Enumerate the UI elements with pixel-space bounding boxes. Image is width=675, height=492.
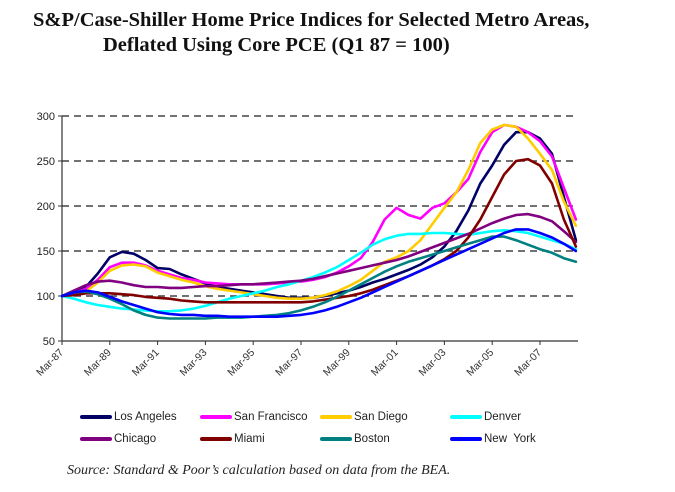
- legend-item-san-francisco: San Francisco: [200, 411, 308, 423]
- legend-swatch: [200, 437, 232, 441]
- series-line-boston: [60, 235, 578, 320]
- legend-item-los-angeles: Los Angeles: [80, 411, 177, 423]
- series-line-san-francisco: [60, 123, 578, 298]
- legend-swatch: [320, 415, 352, 419]
- legend-label: Los Angeles: [114, 411, 177, 423]
- x-tick-label: Mar-95: [225, 347, 257, 379]
- y-tick-label: 250: [37, 156, 55, 168]
- x-tick-label: Mar-89: [82, 347, 114, 379]
- series-line-san-diego: [60, 123, 578, 301]
- series-line-new-york: [60, 228, 578, 319]
- legend-item-boston: Boston: [320, 433, 390, 445]
- legend-label: Chicago: [114, 433, 157, 445]
- x-tick-label: Mar-93: [178, 347, 210, 379]
- legend-label: Denver: [484, 411, 522, 423]
- x-tick-label: Mar-05: [464, 347, 496, 379]
- x-tick-label: Mar-07: [512, 347, 544, 379]
- source-note: Source: Standard & Poor’s calculation ba…: [67, 463, 451, 478]
- series-line-chicago: [60, 212, 578, 298]
- legend-item-chicago: Chicago: [80, 433, 156, 445]
- legend-item-san-diego: San Diego: [320, 411, 408, 423]
- series-line-miami: [60, 157, 578, 304]
- legend-item-miami: Miami: [200, 433, 265, 445]
- x-tick-label: Mar-99: [321, 347, 353, 379]
- y-tick-label: 200: [37, 201, 55, 213]
- legend-item-new-york: New York: [450, 433, 536, 445]
- legend-swatch: [80, 437, 112, 441]
- legend-item-denver: Denver: [450, 411, 521, 423]
- chart-subtitle: Deflated Using Core PCE (Q1 87 = 100): [103, 34, 450, 56]
- legend-label: Boston: [354, 433, 390, 445]
- y-tick-label: 150: [37, 246, 55, 258]
- legend-swatch: [200, 415, 232, 419]
- legend-label: San Francisco: [234, 411, 308, 423]
- legend-swatch: [450, 415, 482, 419]
- y-axis-ticks: 50 100 150 200 250 300: [37, 111, 62, 348]
- chart-title: S&P/Case-Shiller Home Price Indices for …: [33, 9, 590, 31]
- x-tick-label: Mar-03: [417, 347, 449, 379]
- y-tick-label: 50: [43, 336, 55, 348]
- x-tick-label: Mar-01: [369, 347, 401, 379]
- legend-label: Miami: [234, 433, 265, 445]
- gridlines: [62, 115, 578, 297]
- series-line-los-angeles: [60, 130, 578, 300]
- legend-swatch: [80, 415, 112, 419]
- legend-label: New York: [484, 433, 536, 445]
- x-tick-label: Mar-97: [273, 347, 305, 379]
- x-tick-label: Mar-87: [34, 347, 66, 379]
- y-tick-label: 100: [37, 291, 55, 303]
- series-line-denver: [60, 229, 578, 313]
- legend-swatch: [320, 437, 352, 441]
- x-tick-label: Mar-91: [130, 347, 162, 379]
- legend-swatch: [450, 437, 482, 441]
- series-lines: [60, 123, 578, 320]
- legend-label: San Diego: [354, 411, 408, 423]
- y-tick-label: 300: [37, 111, 55, 123]
- x-axis-ticks: Mar-87 Mar-89 Mar-91 Mar-93 Mar-95 Mar-97 Mar-…: [34, 341, 544, 379]
